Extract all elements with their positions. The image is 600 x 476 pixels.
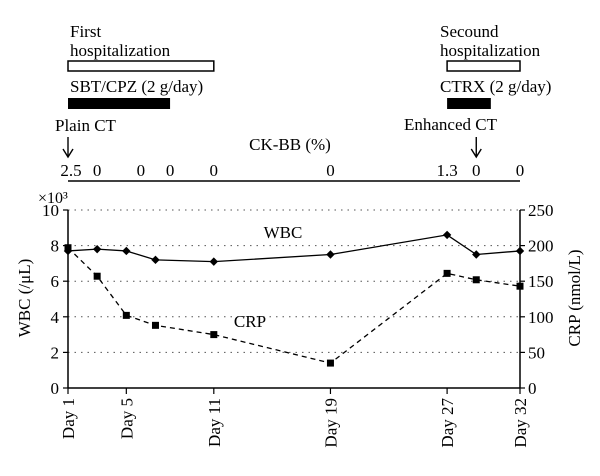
y-right-tick-label-150: 150 — [528, 272, 554, 291]
crp-line — [67, 247, 521, 364]
y-right-tick-label-50: 50 — [528, 343, 545, 362]
crp-point-4 — [151, 321, 159, 329]
crp-point-3 — [122, 311, 130, 319]
plain-ct-label: Plain CT — [55, 116, 117, 135]
ct-arrow-head-1 — [62, 148, 74, 159]
y-right-tick-label-0: 0 — [528, 379, 537, 398]
first-hospitalization-label-1: First — [70, 22, 101, 41]
ckbb-values: 2.5 0 0 0 0 0 1.3 0 0 — [60, 161, 524, 180]
data-series — [63, 230, 525, 367]
y-left-tick-label-4: 4 — [51, 308, 60, 327]
ct-arrow-head-2 — [470, 148, 482, 159]
y-left-tick-label-8: 8 — [51, 237, 60, 256]
y-left-tick-label-6: 6 — [51, 272, 60, 291]
x-tick-label-day-27: Day 27 — [438, 398, 457, 448]
x-tick-label-day-19: Day 19 — [321, 398, 340, 448]
wbc-point-4 — [151, 255, 160, 265]
y-right-tick-label-250: 250 — [528, 201, 554, 220]
crp-point-2 — [93, 272, 101, 280]
y-right-tick-label-200: 200 — [528, 237, 554, 256]
x-tick-label-day-1: Day 1 — [59, 398, 78, 439]
ckbb-value-2: 0 — [93, 161, 102, 180]
x-tick-label-day-32: Day 32 — [511, 398, 530, 448]
ckbb-value-9: 0 — [516, 161, 525, 180]
multiplier-label: ×10³ — [38, 190, 68, 207]
y-axis-left-label: WBC (/μL) — [15, 259, 34, 338]
treatment-bar-1 — [68, 98, 171, 109]
treatment1-label: SBT/CPZ (2 g/day) — [70, 77, 203, 96]
first-hospitalization-label-2: hospitalization — [70, 41, 171, 60]
crp-point-5 — [210, 331, 218, 339]
ckbb-value-5: 0 — [210, 161, 219, 180]
ckbb-value-7: 1.3 — [436, 161, 457, 180]
ckbb-title: CK-BB (%) — [249, 135, 331, 154]
crp-point-7 — [443, 269, 451, 277]
wbc-point-5 — [209, 257, 219, 266]
y-left-tick-label-0: 0 — [51, 379, 60, 398]
timeline-bars — [62, 60, 521, 159]
crp-point-6 — [326, 359, 334, 367]
ckbb-value-1: 2.5 — [60, 161, 81, 180]
second-hospitalization-label-2: hospitalization — [440, 41, 541, 60]
wbc-point-3 — [122, 246, 131, 256]
crp-series-label: CRP — [234, 312, 266, 331]
wbc-point-6 — [326, 250, 335, 259]
wbc-point-8 — [472, 250, 481, 259]
ckbb-value-6: 0 — [326, 161, 335, 180]
second-hospitalization-label-1: Secound — [440, 22, 499, 41]
wbc-series-label: WBC — [264, 223, 303, 242]
x-tick-label-day-5: Day 5 — [117, 398, 136, 439]
crp-point-9 — [516, 282, 524, 290]
treatment2-label: CTRX (2 g/day) — [440, 77, 551, 96]
crp-point-8 — [472, 276, 480, 284]
crp-point-1 — [64, 244, 72, 252]
y-left-tick-label-10: 10 — [42, 201, 59, 220]
ckbb-value-4: 0 — [166, 161, 175, 180]
treatment-bar-2 — [447, 98, 491, 109]
x-tick-label-day-11: Day 11 — [205, 398, 224, 447]
wbc-point-7 — [442, 230, 452, 240]
hospitalization-bar-1 — [67, 60, 215, 72]
ckbb-value-3: 0 — [137, 161, 146, 180]
y-right-tick-label-100: 100 — [528, 308, 554, 327]
ckbb-value-8: 0 — [472, 161, 481, 180]
y-axis-right-label: CRP (nmol/L) — [565, 249, 584, 346]
wbc-point-2 — [92, 244, 102, 254]
enhanced-ct-label: Enhanced CT — [404, 115, 498, 134]
wbc-point-9 — [515, 246, 525, 256]
y-left-tick-label-2: 2 — [51, 343, 60, 362]
hospitalization-bar-2 — [446, 60, 521, 72]
